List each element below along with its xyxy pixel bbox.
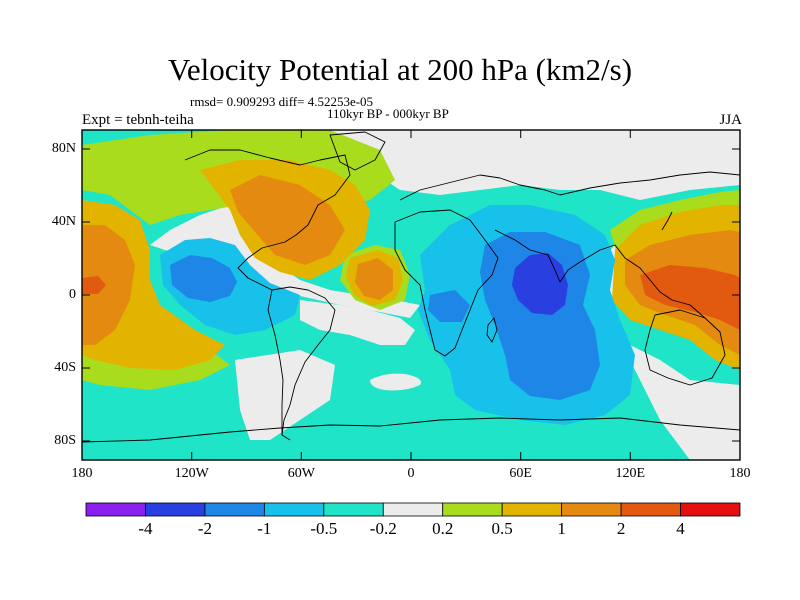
redorange-central-pacific bbox=[82, 276, 106, 294]
lat-ticks bbox=[82, 148, 740, 442]
colorbar-swatch bbox=[204, 502, 265, 517]
colorbar-label: 2 bbox=[616, 519, 626, 538]
lat-label-40s: 40S bbox=[54, 360, 76, 375]
orange-north-america bbox=[230, 175, 345, 265]
colorbar-swatch bbox=[680, 502, 741, 517]
lat-label-0: 0 bbox=[69, 287, 76, 302]
season-label: JJA bbox=[719, 112, 742, 128]
lon-label-180e: 180 bbox=[729, 466, 751, 481]
colorbar-swatch bbox=[442, 502, 503, 517]
colorbar-swatch bbox=[145, 502, 206, 517]
colorbar-label: -4 bbox=[138, 519, 153, 538]
grey-south-atlantic bbox=[300, 300, 415, 345]
blue-eastern-pacific bbox=[170, 255, 237, 302]
coast-africa bbox=[394, 209, 499, 357]
period-line: 110kyr BP - 000kyr BP bbox=[327, 106, 449, 121]
grey-south-pacific bbox=[235, 350, 335, 440]
coast-australia bbox=[644, 309, 726, 386]
lon-ticks bbox=[191, 130, 631, 460]
colorbar-swatch bbox=[85, 502, 146, 517]
blue-southeast-atlantic bbox=[428, 290, 470, 322]
map-title: Velocity Potential at 200 hPa (km2/s) bbox=[167, 52, 633, 87]
colorbar-label: 0.5 bbox=[491, 519, 513, 538]
lon-label-60w: 60W bbox=[287, 466, 315, 481]
lon-label-60e: 60E bbox=[509, 466, 532, 481]
redorange-west-pacific bbox=[640, 265, 740, 330]
colorbar-label: -0.2 bbox=[369, 519, 397, 538]
coast-arabia-india bbox=[494, 229, 581, 283]
experiment-label: Expt = tebnh-teiha bbox=[82, 112, 194, 128]
lon-label-0: 0 bbox=[407, 466, 415, 481]
colorbar-label: -1 bbox=[257, 519, 272, 538]
colorbar-swatch bbox=[382, 502, 444, 517]
colorbar-label: -2 bbox=[197, 519, 212, 538]
coast-antarctica bbox=[82, 417, 740, 443]
lat-label-40n: 40N bbox=[51, 214, 76, 229]
stats-line: rmsd= 0.909293 diff= 4.52253e-05 bbox=[190, 94, 374, 109]
colorbar-label: -0.5 bbox=[310, 519, 338, 538]
orange-central-pacific bbox=[82, 225, 135, 345]
colorbar bbox=[85, 502, 741, 517]
map-field bbox=[82, 130, 740, 460]
colorbar-swatch bbox=[561, 502, 622, 517]
colorbar-swatch bbox=[263, 502, 325, 517]
grey-north-atlantic bbox=[330, 130, 740, 200]
coast-south-america bbox=[267, 286, 336, 441]
coast-madagascar bbox=[486, 317, 498, 343]
lat-label-80s: 80S bbox=[54, 433, 76, 448]
colorbar-label: 0.2 bbox=[432, 519, 454, 538]
lon-label-120w: 120W bbox=[174, 466, 209, 481]
colorbar-swatch bbox=[501, 502, 563, 517]
colorbar-label: 4 bbox=[676, 519, 685, 538]
grey-south-america-band bbox=[150, 205, 420, 318]
coastlines bbox=[82, 131, 740, 443]
lon-label-120e: 120E bbox=[615, 466, 646, 481]
colorbar-swatch bbox=[620, 502, 681, 517]
lon-label-180w: 180 bbox=[71, 466, 93, 481]
coast-europe bbox=[399, 174, 561, 201]
coast-japan bbox=[661, 211, 673, 231]
blue-indian-ocean bbox=[480, 232, 600, 400]
orange-atlantic bbox=[355, 258, 393, 300]
coast-north-america bbox=[184, 149, 351, 291]
lat-label-80n: 80N bbox=[51, 141, 76, 156]
coast-greenland bbox=[329, 131, 386, 171]
grey-small-patch bbox=[370, 373, 421, 391]
colorbar-label: 1 bbox=[557, 519, 566, 538]
coast-asia bbox=[559, 171, 740, 319]
colorbar-swatch bbox=[323, 502, 384, 517]
